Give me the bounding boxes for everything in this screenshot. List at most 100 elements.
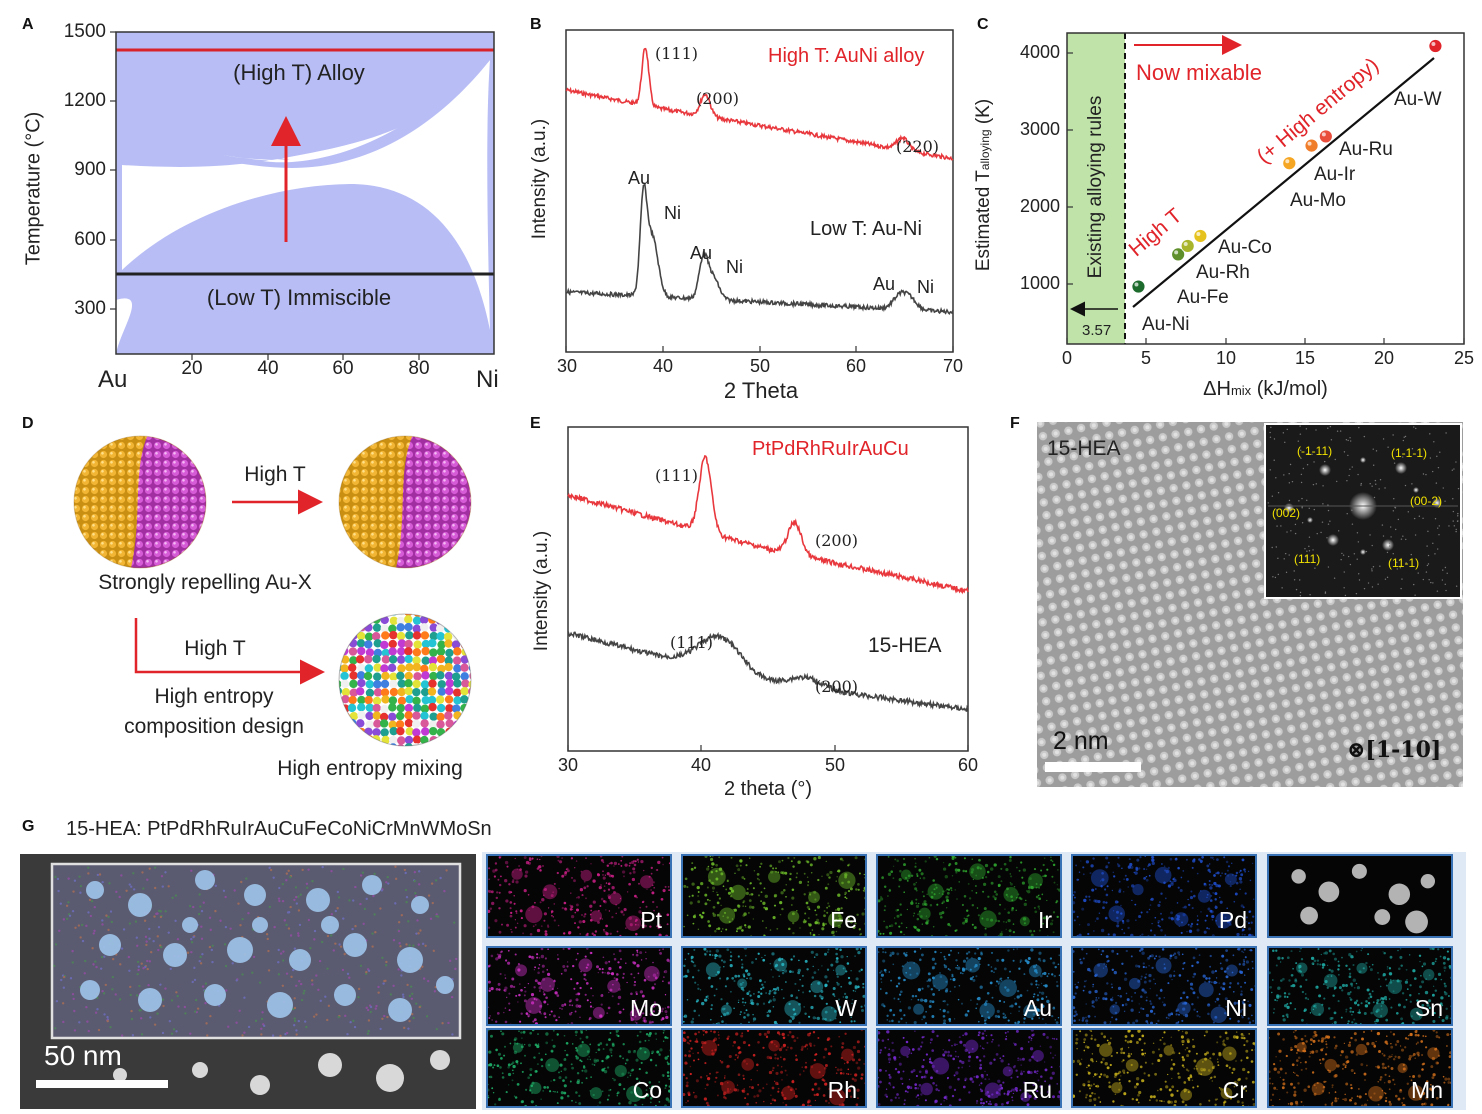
eds-dot bbox=[522, 932, 525, 935]
eds-dot bbox=[1054, 965, 1057, 969]
eds-dot bbox=[1045, 996, 1048, 998]
eds-dot bbox=[636, 896, 638, 899]
eds-dot bbox=[683, 925, 685, 928]
eds-dot bbox=[604, 930, 607, 934]
eds-dot bbox=[1106, 982, 1109, 985]
eds-dot bbox=[667, 886, 670, 888]
eds-noise bbox=[238, 1009, 241, 1012]
eds-dot bbox=[505, 1091, 508, 1094]
atom bbox=[356, 614, 366, 624]
eds-dot bbox=[817, 981, 821, 985]
eds-dot bbox=[720, 998, 723, 1001]
eds-dot bbox=[688, 1042, 691, 1045]
atom bbox=[348, 744, 357, 746]
eds-dot bbox=[1145, 868, 1148, 871]
eds-dot bbox=[588, 1056, 590, 1058]
eds-dot bbox=[670, 1106, 672, 1108]
eds-noise bbox=[418, 1005, 421, 1009]
eds-dot bbox=[1043, 874, 1047, 878]
eds-dot bbox=[1309, 1012, 1312, 1014]
eds-dot bbox=[932, 926, 935, 928]
eds-dot bbox=[543, 894, 545, 896]
eds-dot bbox=[942, 1009, 946, 1013]
eds-dot bbox=[593, 1064, 596, 1066]
eds-noise bbox=[450, 995, 454, 999]
eds-dot bbox=[1244, 933, 1246, 936]
atom bbox=[413, 672, 422, 681]
eds-dot bbox=[706, 1075, 708, 1077]
fft-noise bbox=[1382, 535, 1385, 537]
eds-dot bbox=[1116, 916, 1119, 920]
atom bbox=[340, 655, 350, 664]
eds-dot bbox=[1175, 1013, 1178, 1016]
eds-noise bbox=[122, 928, 126, 931]
eds-dot bbox=[849, 920, 854, 924]
fft-noise bbox=[1300, 449, 1302, 451]
eds-dot bbox=[618, 1010, 622, 1014]
eds-noise bbox=[299, 982, 303, 986]
eds-dot bbox=[626, 1106, 629, 1108]
eds-dot bbox=[828, 1052, 832, 1055]
fft-noise bbox=[1398, 559, 1401, 562]
eds-dot bbox=[1164, 934, 1167, 936]
eds-dot bbox=[860, 933, 863, 935]
e-xlabel: 2 theta (°) bbox=[723, 778, 813, 800]
eds-noise bbox=[247, 912, 250, 915]
eds-dot bbox=[1319, 963, 1322, 966]
eds-dot bbox=[1198, 858, 1201, 861]
eds-dot bbox=[1078, 1019, 1081, 1021]
eds-dot bbox=[892, 937, 895, 938]
eds-dot bbox=[1051, 1014, 1054, 1018]
eds-dot bbox=[1196, 919, 1199, 922]
eds-noise bbox=[408, 944, 411, 947]
fft-noise bbox=[1283, 474, 1285, 476]
eds-dot bbox=[1000, 880, 1003, 883]
eds-dot bbox=[987, 963, 990, 967]
fft-noise bbox=[1322, 485, 1324, 487]
eds-noise bbox=[115, 890, 118, 894]
eds-noise bbox=[174, 919, 177, 923]
atom bbox=[412, 679, 421, 689]
atom bbox=[436, 614, 445, 617]
fft-noise bbox=[1427, 563, 1430, 565]
fft-noise bbox=[1297, 440, 1299, 442]
fft-noise bbox=[1344, 594, 1347, 597]
eds-dot bbox=[514, 919, 516, 921]
eds-dot bbox=[1237, 948, 1239, 951]
eds-noise bbox=[343, 952, 346, 956]
eds-dot bbox=[815, 913, 818, 916]
eds-dot bbox=[655, 1064, 658, 1067]
eds-dot bbox=[1132, 1021, 1136, 1024]
eds-dot bbox=[850, 1016, 852, 1018]
eds-noise bbox=[93, 905, 96, 909]
atom bbox=[453, 720, 462, 729]
eds-dot bbox=[1143, 877, 1146, 880]
eds-dot bbox=[609, 1032, 612, 1034]
eds-dot bbox=[1440, 978, 1443, 981]
eds-dot bbox=[917, 902, 920, 905]
eds-dot bbox=[856, 1088, 860, 1092]
fft-noise bbox=[1288, 473, 1290, 475]
eds-dot bbox=[765, 1083, 768, 1086]
eds-dot bbox=[500, 875, 502, 878]
eds-dot bbox=[1210, 894, 1213, 897]
eds-dot bbox=[582, 1065, 586, 1068]
eds-dot bbox=[787, 936, 788, 937]
eds-dot bbox=[693, 1091, 695, 1094]
eds-dot bbox=[898, 885, 901, 888]
fft-noise bbox=[1375, 483, 1377, 485]
eds-dot bbox=[536, 1044, 540, 1049]
eds-dot bbox=[917, 913, 919, 916]
eds-dot bbox=[860, 1030, 864, 1032]
eds-dot bbox=[1168, 916, 1171, 920]
eds-noise bbox=[200, 937, 204, 940]
eds-blob bbox=[1225, 964, 1238, 977]
atom bbox=[381, 735, 390, 745]
eds-dot bbox=[528, 857, 532, 860]
eds-dot bbox=[1196, 923, 1199, 926]
eds-dot bbox=[1164, 869, 1167, 872]
eds-noise bbox=[101, 989, 104, 993]
eds-dot bbox=[716, 928, 718, 930]
eds-dot bbox=[762, 986, 765, 989]
fft-noise bbox=[1360, 484, 1362, 486]
